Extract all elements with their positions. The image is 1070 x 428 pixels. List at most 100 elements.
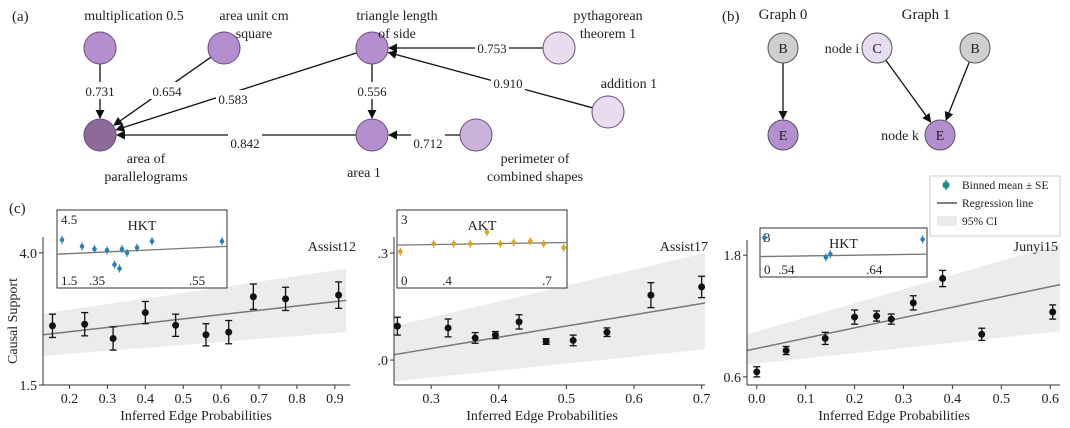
- binned-mean-point: [698, 283, 706, 291]
- x-tick-label: 0.4: [137, 392, 155, 407]
- binned-mean-point: [542, 337, 550, 345]
- x-tick-label: 0.3: [422, 392, 440, 407]
- panel-label-c: (c): [9, 201, 26, 217]
- binned-mean-point: [393, 322, 401, 330]
- inset-model-label: HKT: [128, 219, 157, 234]
- inset-point: [117, 266, 122, 271]
- binned-mean-point: [109, 334, 117, 342]
- skill-node-triangle: [355, 31, 389, 65]
- inset-y-tick-label: 3: [764, 230, 771, 245]
- skill-node-label: area unit cm: [219, 9, 288, 24]
- inset-x-tick-label: .54: [778, 262, 795, 277]
- inset-point: [398, 249, 403, 254]
- graph-1-title: Graph 1: [902, 7, 951, 23]
- legend-ci-label: 95% CI: [962, 216, 998, 228]
- binned-mean-point: [603, 328, 611, 336]
- legend-regression-label: Regression line: [962, 198, 1033, 210]
- y-tick-label: 1.5: [20, 379, 38, 394]
- x-tick-label: 0.6: [212, 392, 230, 407]
- inset-x-tick-label: .4: [442, 273, 452, 288]
- x-tick-label: 0.4: [490, 392, 508, 407]
- skill-node-perimeter: [459, 118, 493, 152]
- edge-weight-label: 0.556: [357, 84, 387, 99]
- inset-point: [528, 238, 533, 244]
- skill-node-label: area of: [127, 152, 166, 167]
- y-axis-label: Causal Support: [6, 278, 21, 364]
- edge-weight-label: 0.753: [477, 41, 506, 56]
- dataset-name: Assist12: [308, 240, 356, 255]
- inset-y-tick-label: 0: [401, 273, 408, 288]
- inset-frame: [759, 227, 928, 278]
- legend: Binned mean ± SE Regression line 95% CI: [929, 175, 1061, 237]
- graph-node-side-label: node i: [825, 42, 860, 57]
- skill-node-label: theorem 1: [580, 27, 636, 42]
- x-tick-label: 0.6: [1041, 392, 1059, 407]
- inset-point: [92, 246, 97, 252]
- inset-y-tick-label: 4.5: [61, 212, 77, 227]
- skill-node-pyth: [542, 31, 576, 65]
- inset-chart: HKT .35 .55 1.5 4.5: [56, 209, 228, 289]
- inset-point: [498, 241, 503, 247]
- graph-node-g0B: [767, 32, 799, 64]
- x-tick-label: 0.7: [693, 392, 711, 407]
- inset-x-tick-label: .35: [89, 273, 105, 288]
- confidence-band: [43, 268, 347, 356]
- inset-model-label: AKT: [468, 219, 497, 234]
- x-tick-label: 0.1: [797, 392, 815, 407]
- dataset-name: Assist17: [660, 240, 708, 255]
- skill-node-label: perimeter of: [501, 152, 570, 167]
- skill-node-label: combined shapes: [487, 170, 583, 185]
- inset-point: [149, 238, 155, 244]
- binned-mean-point: [782, 347, 790, 355]
- legend-binned-label: Binned mean ± SE: [962, 180, 1048, 192]
- inset-point: [828, 251, 833, 257]
- inset-point: [484, 229, 490, 235]
- binned-mean-point: [887, 315, 895, 323]
- inset-regression-line: [56, 245, 228, 255]
- inset-y-tick-label: 1.5: [61, 273, 77, 288]
- inset-point: [511, 240, 516, 245]
- inset-frame: [396, 209, 568, 289]
- inset-chart: HKT .54 .64 0 3: [759, 227, 928, 278]
- edge-weight-label: 0.731: [85, 84, 114, 99]
- x-axis-label: Inferred Edge Probabilities: [818, 409, 970, 424]
- edge-weight-label: 0.842: [230, 136, 259, 151]
- binned-mean-point: [282, 295, 290, 303]
- skill-node-area_unit: [207, 31, 241, 65]
- edge-weight-bg: [491, 74, 525, 91]
- legend-ci-swatch: [937, 216, 957, 226]
- inset-point: [219, 238, 225, 244]
- binned-mean-point: [335, 291, 343, 299]
- binned-mean-point: [753, 368, 761, 376]
- inset-point: [59, 237, 65, 243]
- graph-node-letter: B: [970, 42, 979, 57]
- x-tick-label: 0.2: [846, 392, 864, 407]
- knowledge-graph: 0.731 0.654 0.583 0.556 0.842 0.753 0.910 0.712…: [83, 9, 657, 185]
- inset-point: [920, 237, 925, 242]
- inset-point: [762, 235, 767, 241]
- graph-0-title: Graph 0: [759, 7, 808, 23]
- binned-mean-point: [48, 322, 56, 330]
- x-axis-label: Inferred Edge Probabilities: [120, 409, 272, 424]
- skill-node-label: square: [236, 27, 273, 42]
- inset-regression-line: [396, 241, 568, 246]
- x-axis-label: Inferred Edge Probabilities: [466, 409, 618, 424]
- inset-model-label: HKT: [829, 237, 858, 252]
- skill-node-label: addition 1: [601, 77, 657, 92]
- binned-mean-point: [172, 321, 180, 329]
- x-tick-label: 0.0: [748, 392, 766, 407]
- inset-y-tick-label: 0: [764, 262, 771, 277]
- skill-node-parallelogram: [83, 118, 117, 152]
- binned-mean-point: [1049, 308, 1057, 316]
- edge-weight-bg: [228, 134, 262, 151]
- x-tick-label: 0.2: [61, 392, 79, 407]
- binned-mean-point: [569, 336, 577, 344]
- x-tick-label: 0.5: [993, 392, 1011, 407]
- x-tick-label: 0.3: [895, 392, 913, 407]
- panel-label-a: (a): [12, 9, 29, 25]
- graph-node-letter: B: [778, 42, 787, 57]
- binned-mean-point: [444, 324, 452, 332]
- edge-weight-label: 0.910: [493, 76, 522, 91]
